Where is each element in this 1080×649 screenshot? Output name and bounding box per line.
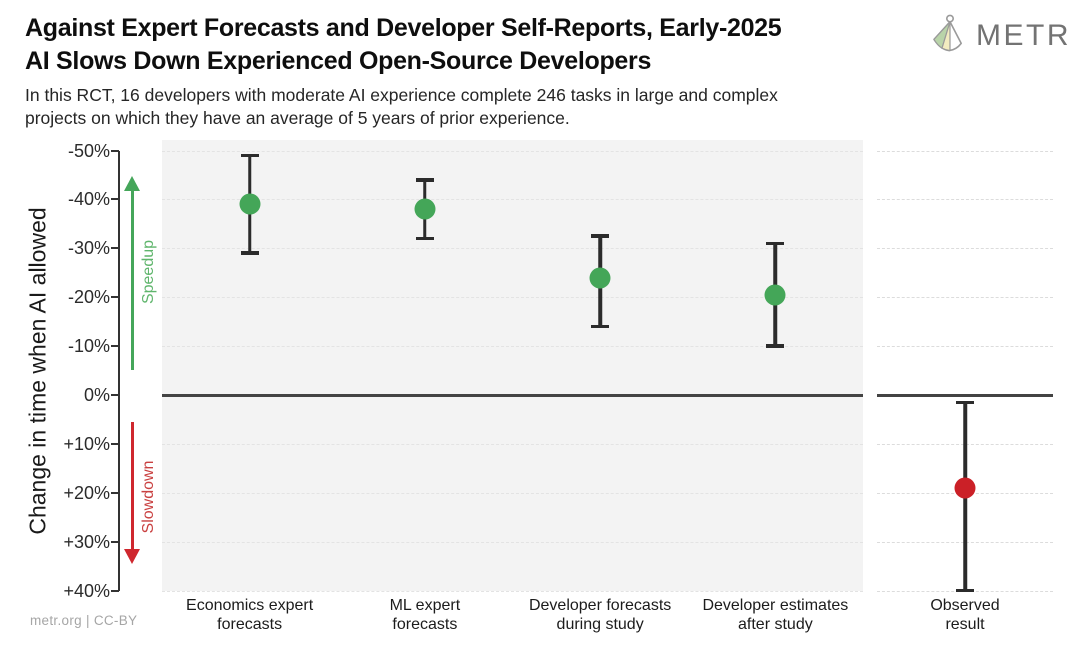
gridline xyxy=(162,248,863,250)
gridline xyxy=(877,199,1053,201)
category-label-line: forecasts xyxy=(217,616,283,633)
category-label: Economics expert forecasts xyxy=(186,596,313,634)
category-label-line: result xyxy=(945,616,985,633)
error-bar-cap xyxy=(240,251,259,255)
category-label-line: forecasts xyxy=(392,616,458,633)
error-bar-cap xyxy=(766,344,785,348)
category-label-line: during study xyxy=(556,616,644,633)
category-label-line: Developer estimates xyxy=(702,597,849,614)
gridline xyxy=(877,248,1053,250)
gridline xyxy=(877,346,1053,348)
error-bar-cap xyxy=(956,588,974,593)
estimate-dot xyxy=(414,198,436,220)
category-label-line: ML expert xyxy=(389,597,461,614)
error-bar-cap xyxy=(591,234,610,238)
slowdown-label: Slowdown xyxy=(140,460,157,534)
title-line-2: AI Slows Down Experienced Open-Source De… xyxy=(25,47,652,75)
chart-subtitle: In this RCT, 16 developers with moderate… xyxy=(25,84,778,130)
gridline xyxy=(162,199,863,201)
speedup-label: Speedup xyxy=(140,239,157,305)
gridline xyxy=(162,150,863,152)
error-bar-cap xyxy=(956,400,974,405)
gridline xyxy=(162,297,863,299)
gridline xyxy=(162,541,863,543)
y-tick-label: +20% xyxy=(63,482,110,503)
error-bar-cap xyxy=(766,241,785,246)
y-tick-mark xyxy=(111,540,119,543)
estimate-dot xyxy=(764,284,786,306)
slowdown-arrow xyxy=(131,422,134,549)
y-tick-label: +10% xyxy=(63,433,110,454)
subtitle-line-1: In this RCT, 16 developers with moderate… xyxy=(25,85,778,105)
y-tick-mark xyxy=(111,247,119,250)
speedup-arrow xyxy=(131,190,134,370)
y-tick-mark xyxy=(111,589,119,592)
error-bar-cap xyxy=(415,178,434,182)
zero-baseline xyxy=(877,393,1053,397)
subtitle-line-2: projects on which they have an average o… xyxy=(25,108,570,128)
estimate-dot xyxy=(589,267,611,289)
y-tick-label: -10% xyxy=(67,336,110,357)
y-tick-mark xyxy=(111,491,119,494)
category-label: ML expert forecasts xyxy=(390,596,461,634)
metr-logo-text: METR xyxy=(976,18,1071,52)
gridline xyxy=(877,297,1053,299)
gridline xyxy=(162,346,863,348)
y-tick-mark xyxy=(111,442,119,445)
y-tick-mark xyxy=(111,296,119,299)
y-tick-mark xyxy=(111,198,119,201)
category-label-line: Economics expert xyxy=(186,597,314,614)
y-tick-label: -40% xyxy=(67,189,110,210)
category-label: Developer estimates after study xyxy=(702,596,848,634)
y-tick-mark xyxy=(111,394,119,396)
y-tick-label: -50% xyxy=(67,140,110,161)
attribution: metr.org | CC-BY xyxy=(30,613,138,628)
estimate-dot xyxy=(954,477,976,499)
y-tick-label: -20% xyxy=(67,287,110,308)
gridline xyxy=(162,590,863,592)
category-label: Developer forecasts during study xyxy=(529,596,671,634)
y-axis-line xyxy=(118,151,120,591)
y-tick-label: +40% xyxy=(63,580,110,601)
gridline xyxy=(162,443,863,445)
zero-baseline xyxy=(162,393,863,397)
speedup-arrowhead-icon xyxy=(124,176,140,191)
category-label: Observed result xyxy=(930,596,999,634)
error-bar-cap xyxy=(591,324,610,329)
error-bar-cap xyxy=(415,236,434,241)
page-title: Against Expert Forecasts and Developer S… xyxy=(25,12,782,78)
category-label-line: Developer forecasts xyxy=(528,597,672,614)
title-line-1: Against Expert Forecasts and Developer S… xyxy=(25,14,782,42)
metr-cone-icon xyxy=(930,13,966,58)
y-tick-mark xyxy=(111,149,119,152)
y-tick-mark xyxy=(111,345,119,348)
gridline xyxy=(162,492,863,494)
y-tick-label: +30% xyxy=(63,531,110,552)
y-tick-label: 0% xyxy=(83,385,110,405)
forecasts-plot-panel xyxy=(162,140,863,592)
error-bar-cap xyxy=(240,153,259,158)
slowdown-arrowhead-icon xyxy=(124,549,140,564)
category-label-line: Observed xyxy=(930,597,1000,614)
category-label-line: after study xyxy=(738,616,813,633)
metr-logo: METR xyxy=(930,13,1071,58)
y-tick-label: -30% xyxy=(67,238,110,259)
estimate-dot xyxy=(239,193,261,215)
gridline xyxy=(877,150,1053,152)
